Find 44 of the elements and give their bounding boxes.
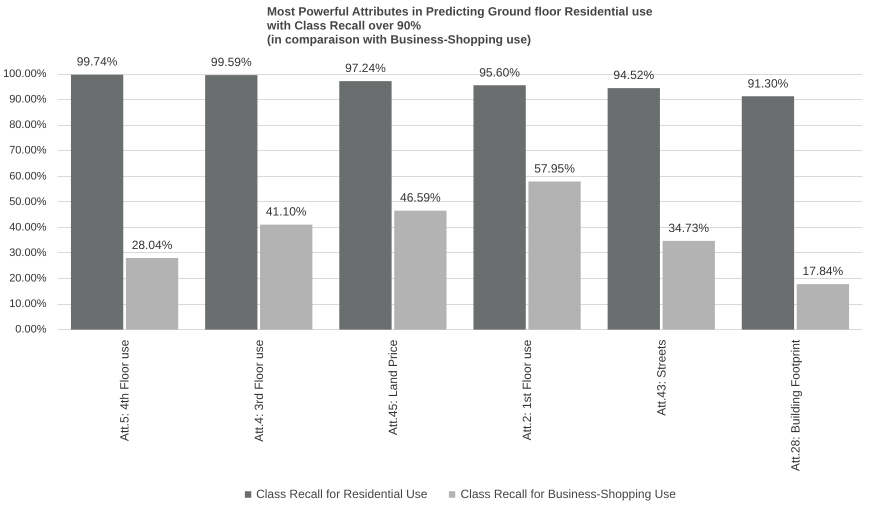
data-label: 46.59%	[400, 190, 442, 205]
y-tick-label: 20.00%	[9, 272, 47, 285]
data-label: 57.95%	[534, 162, 576, 176]
x-tick-label: Att.28: Building Footprint	[788, 339, 802, 472]
bar	[796, 284, 850, 330]
y-tick-label: 80.00%	[9, 119, 47, 132]
bar	[260, 224, 312, 330]
bar	[473, 85, 526, 330]
bar	[742, 96, 794, 330]
bar	[394, 210, 447, 330]
x-tick-label: Att.43: Streets	[654, 340, 668, 416]
data-label: 95.60%	[479, 65, 520, 80]
bar	[339, 81, 392, 330]
chart-title: Most Powerful Attributes in Predicting Ground floor Residential use with Class Recall over 90% (in comparaison with Business-Shopping use)	[266, 4, 653, 46]
legend-label: Class Recall for Business-Shopping Use	[460, 487, 676, 501]
bar	[70, 74, 124, 330]
y-tick-label: 60.00%	[9, 170, 47, 182]
y-tick-label: 40.00%	[9, 221, 47, 234]
data-label: 97.24%	[345, 61, 386, 76]
y-tick-label: 90.00%	[9, 94, 47, 106]
data-label: 99.74%	[76, 54, 118, 69]
y-tick-label: 100.00%	[3, 68, 47, 80]
x-tick-label: Att.5: 4th Floor use	[118, 339, 132, 442]
y-tick-label: 10.00%	[9, 298, 47, 310]
y-tick-label: 70.00%	[9, 144, 47, 157]
y-tick-label: 0.00%	[15, 324, 47, 336]
x-tick-label: Att.2: 1st Floor use	[520, 339, 534, 440]
data-label: 99.59%	[210, 55, 252, 70]
data-label: 17.84%	[802, 264, 844, 278]
data-label: 34.73%	[668, 220, 710, 235]
bar	[528, 182, 581, 330]
bar	[205, 75, 258, 330]
data-label: 91.30%	[748, 76, 789, 90]
bar	[662, 240, 715, 330]
data-label: 94.52%	[613, 68, 654, 82]
x-tick-label: Att.45: Land Price	[386, 339, 400, 436]
y-tick-label: 30.00%	[9, 246, 47, 259]
legend-label: Class Recall for Residential Use	[256, 487, 428, 501]
bar	[608, 88, 660, 330]
y-tick-label: 50.00%	[9, 196, 47, 208]
bar	[126, 258, 178, 330]
x-tick-label: Att.4: 3rd Floor use	[252, 339, 266, 442]
data-label: 41.10%	[266, 204, 307, 219]
data-label: 28.04%	[132, 238, 173, 252]
